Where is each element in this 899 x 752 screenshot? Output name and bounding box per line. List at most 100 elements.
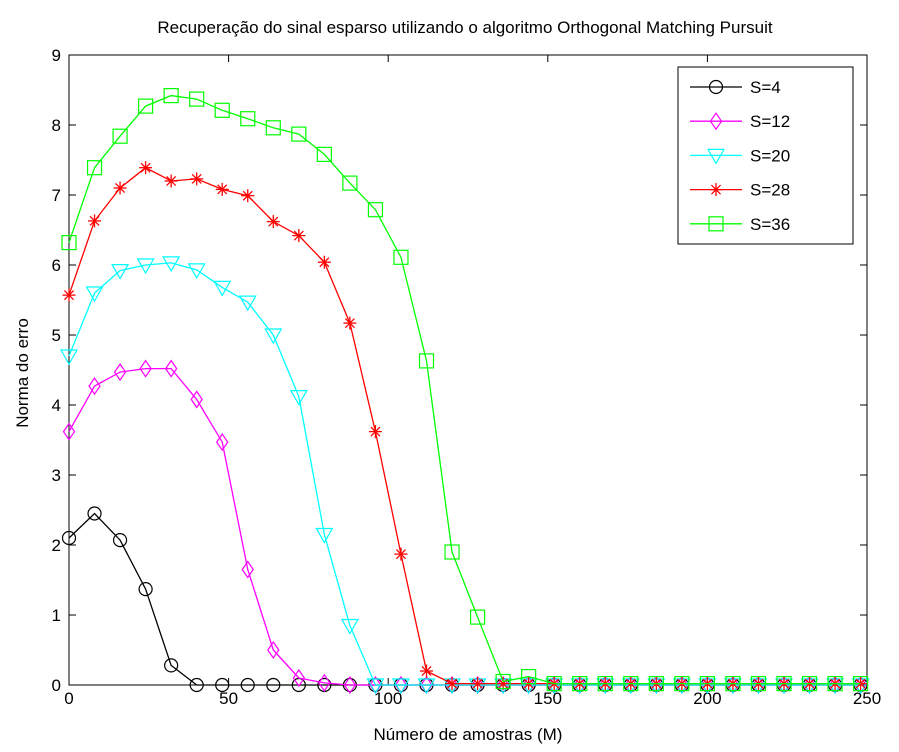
series-s-12: [62, 359, 867, 695]
data-point: [418, 353, 435, 369]
data-point: [417, 678, 436, 695]
data-point: [343, 316, 357, 330]
data-point: [163, 87, 179, 104]
data-point: [801, 675, 818, 692]
data-point: [572, 675, 588, 692]
asterisk-stroke: [319, 257, 330, 268]
y-tick-label: 0: [52, 676, 61, 695]
asterisk-stroke: [140, 162, 151, 173]
x-tick-label: 100: [374, 689, 402, 708]
data-point: [674, 675, 690, 692]
x-tick-label: 200: [693, 689, 721, 708]
asterisk-stroke: [63, 290, 75, 301]
x-tick-label: 150: [534, 689, 562, 708]
data-point: [111, 264, 130, 280]
data-point: [59, 349, 79, 366]
data-point: [164, 174, 178, 188]
data-point: [391, 678, 411, 695]
data-point: [521, 668, 537, 685]
data-point: [162, 256, 181, 273]
data-point: [112, 532, 128, 548]
legend-label: S=36: [750, 215, 790, 234]
data-point: [264, 328, 283, 345]
data-point: [750, 675, 767, 692]
data-point: [164, 658, 179, 673]
x-tick-label: 50: [219, 689, 238, 708]
data-point: [317, 255, 331, 269]
data-point: [315, 527, 334, 544]
data-point: [113, 181, 127, 195]
data-point: [86, 160, 103, 176]
plot-area: 0 50 100 150 200 250 0 1 2 3 4 5 6 7 8 9: [52, 46, 882, 708]
data-point: [394, 547, 408, 561]
legend-label: S=4: [750, 78, 781, 97]
data-point: [136, 258, 155, 275]
data-point: [215, 182, 229, 196]
data-point: [316, 146, 332, 162]
y-tick-label: 8: [52, 116, 61, 135]
asterisk-stroke: [344, 318, 355, 329]
y-tick-label: 2: [52, 536, 61, 555]
data-point: [827, 675, 843, 692]
asterisk-stroke: [395, 549, 406, 560]
legend-label: S=28: [750, 181, 790, 200]
asterisk-stroke: [268, 216, 279, 227]
data-point: [853, 675, 869, 692]
y-tick-label: 3: [52, 466, 61, 485]
data-point: [445, 677, 459, 691]
asterisk-stroke: [191, 173, 202, 184]
data-point: [190, 390, 203, 409]
data-point: [241, 189, 255, 203]
legend: S=4 S=12 S=20 S=28 S=36: [677, 66, 854, 245]
data-point: [238, 295, 257, 312]
data-point: [648, 675, 664, 692]
asterisk-stroke: [217, 184, 228, 195]
series-s-36: [61, 87, 869, 692]
data-point: [164, 359, 178, 378]
data-point: [62, 288, 76, 302]
chart-title: Recuperação do sinal esparso utilizando …: [157, 18, 772, 37]
y-tick-label: 5: [52, 326, 61, 345]
data-point: [708, 216, 724, 232]
legend-item: S=36: [690, 215, 790, 234]
data-point: [709, 112, 723, 131]
data-point: [292, 668, 306, 688]
data-point: [215, 677, 230, 693]
data-point: [342, 175, 358, 191]
series-s-4: [61, 506, 868, 693]
data-point: [61, 530, 77, 546]
asterisk-stroke: [421, 665, 432, 677]
data-point: [138, 98, 154, 114]
legend-label: S=12: [750, 112, 790, 131]
data-point: [708, 79, 724, 95]
data-point: [240, 677, 255, 693]
data-point: [187, 263, 206, 280]
data-point: [725, 675, 741, 692]
data-point: [213, 280, 232, 297]
data-point: [546, 675, 562, 692]
data-point: [368, 425, 382, 439]
data-point: [289, 390, 308, 406]
data-point: [214, 102, 230, 118]
data-point: [87, 506, 102, 521]
data-point: [292, 229, 306, 243]
legend-item: S=12: [690, 112, 790, 131]
y-tick-label: 9: [52, 46, 61, 65]
data-point: [215, 433, 229, 452]
data-point: [62, 422, 76, 441]
data-point: [366, 678, 385, 695]
data-point: [189, 677, 204, 693]
data-point: [709, 183, 723, 197]
legend-item: S=4: [690, 78, 781, 97]
data-point: [495, 673, 511, 690]
asterisk-stroke: [472, 678, 483, 689]
data-point: [85, 286, 104, 303]
series-line: [68, 367, 861, 686]
data-point: [471, 677, 485, 691]
asterisk-stroke: [89, 215, 100, 226]
data-point: [623, 675, 639, 692]
x-tick-label: 0: [64, 689, 73, 708]
data-point: [88, 377, 101, 396]
series-line: [68, 512, 861, 686]
